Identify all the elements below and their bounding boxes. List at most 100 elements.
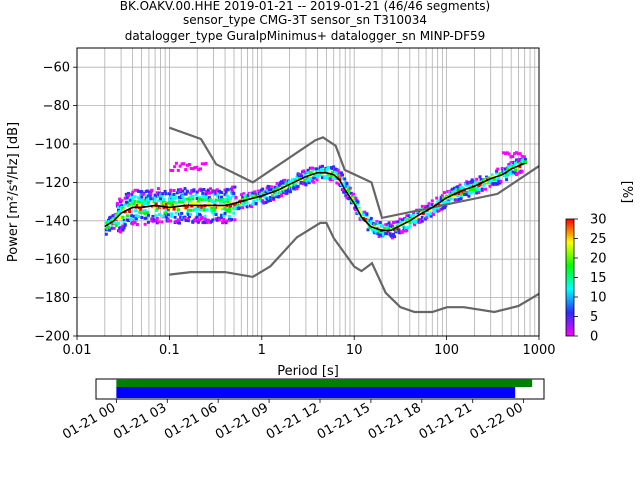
- density-cell: [231, 186, 235, 190]
- density-cell: [118, 210, 122, 214]
- density-cell: [268, 195, 272, 199]
- density-cell: [149, 192, 153, 196]
- density-cell: [200, 205, 204, 209]
- density-cell: [120, 199, 124, 203]
- density-cell: [318, 166, 322, 170]
- density-cell: [184, 168, 188, 172]
- density-cell: [410, 219, 414, 223]
- density-cell: [109, 220, 113, 223]
- density-cell: [363, 210, 367, 214]
- density-cell: [135, 203, 139, 207]
- density-cell: [408, 221, 412, 225]
- density-cell: [336, 168, 340, 172]
- density-cell: [253, 190, 257, 194]
- density-cell: [192, 202, 196, 206]
- density-cell: [435, 207, 439, 211]
- density-cell: [252, 199, 256, 203]
- density-cell: [431, 207, 435, 211]
- density-cell: [307, 181, 311, 185]
- density-cell: [365, 214, 369, 218]
- density-cell: [479, 178, 483, 182]
- density-cell: [164, 192, 168, 196]
- density-cell: [475, 177, 479, 181]
- density-cell: [185, 205, 189, 209]
- density-cell: [295, 187, 299, 191]
- density-cell: [450, 187, 454, 191]
- density-cell: [125, 195, 129, 199]
- density-cell: [502, 174, 506, 177]
- density-cell: [409, 214, 413, 218]
- density-cell: [465, 180, 469, 184]
- density-cell: [222, 199, 226, 202]
- density-cell: [287, 180, 291, 184]
- density-cell: [315, 178, 319, 182]
- y-axis-label: Power [m²/s⁴/Hz] [dB]: [6, 122, 21, 262]
- density-cell: [348, 193, 352, 197]
- time-tick-label: 01-22 00: [468, 400, 526, 442]
- density-cell: [374, 229, 378, 233]
- density-cell: [173, 165, 177, 169]
- density-cell: [428, 209, 432, 212]
- density-cell: [433, 210, 436, 214]
- density-cell: [186, 208, 190, 212]
- density-cell: [492, 177, 496, 181]
- density-cell: [285, 191, 289, 195]
- density-cell: [142, 192, 146, 196]
- density-cell: [189, 208, 193, 212]
- density-cell: [222, 220, 226, 223]
- time-tick-label: 01-21 15: [315, 400, 373, 442]
- density-cell: [520, 169, 524, 173]
- density-cell: [415, 216, 419, 220]
- density-cell: [380, 224, 384, 228]
- density-cell: [242, 192, 246, 196]
- figure-title: BK.OAKV.00.HHE 2019-01-21 -- 2019-01-21 …: [120, 0, 490, 43]
- density-cell: [179, 215, 183, 219]
- density-cell: [329, 174, 333, 178]
- density-cell: [425, 216, 429, 220]
- density-cell: [405, 214, 409, 218]
- density-cell: [287, 185, 291, 189]
- density-cell: [354, 196, 358, 200]
- density-cell: [205, 208, 209, 212]
- density-cell: [206, 218, 210, 222]
- density-cell: [117, 212, 120, 216]
- density-cell: [467, 194, 471, 198]
- density-cell: [346, 185, 350, 189]
- density-cell: [181, 189, 185, 193]
- density-cell: [457, 198, 461, 201]
- density-cell: [225, 219, 229, 223]
- density-cell: [223, 192, 227, 196]
- density-cell: [153, 193, 157, 197]
- density-cell: [508, 162, 512, 166]
- density-cell: [229, 204, 232, 208]
- density-cell: [506, 167, 510, 171]
- density-cell: [119, 230, 123, 234]
- density-cell: [154, 219, 158, 222]
- density-cell: [477, 191, 481, 194]
- density-cell: [439, 197, 443, 201]
- density-cell: [304, 182, 308, 186]
- density-cell: [268, 199, 272, 202]
- density-cell: [137, 215, 140, 218]
- density-cell: [241, 206, 245, 210]
- density-cell: [474, 180, 477, 184]
- density-cell: [414, 219, 418, 223]
- density-cell: [120, 204, 124, 208]
- density-cell: [156, 187, 160, 191]
- density-cell: [125, 201, 129, 205]
- density-cell: [460, 192, 464, 196]
- density-cell: [328, 178, 332, 182]
- density-cell: [369, 220, 373, 224]
- density-cell: [303, 174, 307, 177]
- density-cell: [504, 167, 507, 171]
- density-cell: [271, 193, 275, 197]
- density-cell: [184, 202, 188, 206]
- density-cell: [171, 198, 175, 202]
- density-cell: [245, 201, 249, 205]
- title-line-2: sensor_type CMG-3T sensor_sn T310034: [183, 13, 427, 27]
- mode-curve: [104, 162, 526, 232]
- density-cell: [457, 192, 461, 196]
- density-cell: [264, 201, 268, 204]
- density-cell: [161, 214, 165, 218]
